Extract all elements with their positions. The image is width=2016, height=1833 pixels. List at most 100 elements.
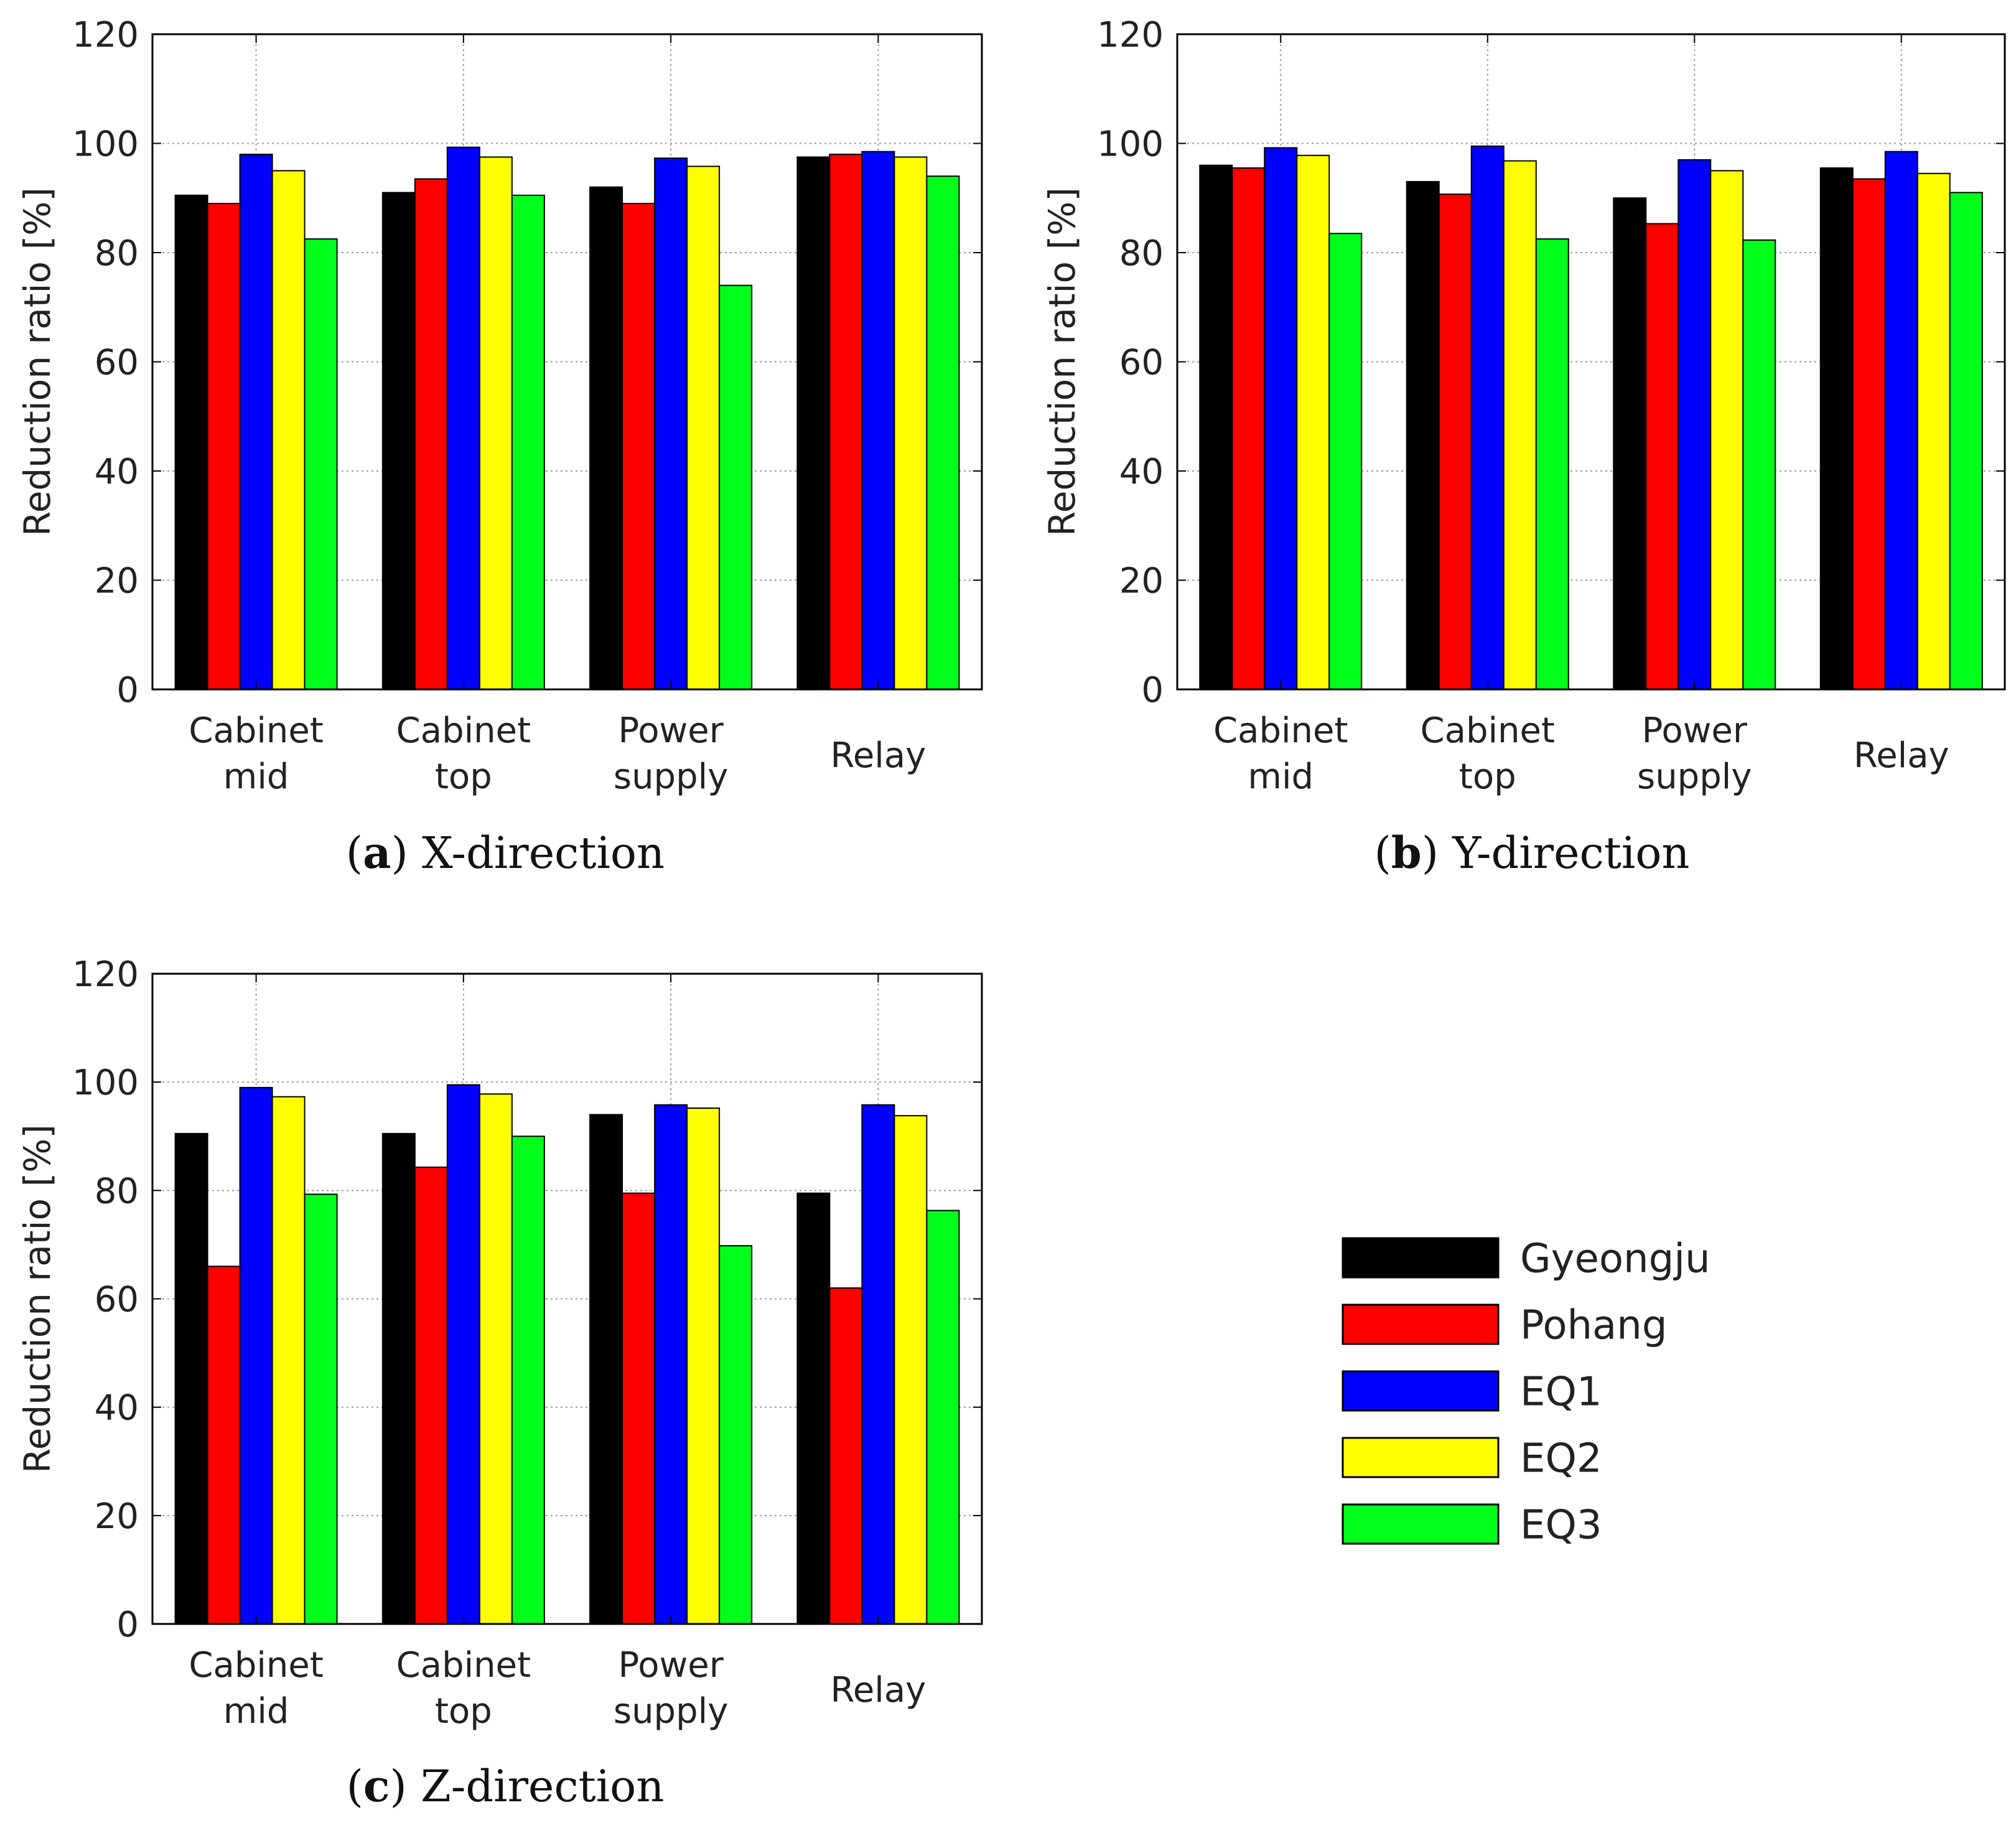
y-tick-label: 100 xyxy=(72,1063,139,1103)
x-tick-label: Relay xyxy=(1854,735,1949,776)
x-tick-label: Power supply xyxy=(614,711,728,797)
y-tick-label: 60 xyxy=(95,1280,139,1320)
legend-swatch-gyeongju xyxy=(1342,1237,1500,1279)
bar-eq3-4 xyxy=(1949,192,1983,691)
legend-label-pohang: Pohang xyxy=(1520,1303,1667,1349)
bar-eq1-2 xyxy=(446,1084,480,1625)
bar-pohang-3 xyxy=(622,1192,656,1625)
bar-pohang-4 xyxy=(829,1287,863,1625)
legend-label-eq1: EQ1 xyxy=(1520,1369,1602,1416)
y-tick-label: 80 xyxy=(95,233,139,274)
y-tick-label: 20 xyxy=(95,1496,139,1537)
bar-eq3-2 xyxy=(1535,238,1569,690)
bar-eq3-4 xyxy=(926,1210,960,1625)
x-tick-label: Cabinet mid xyxy=(189,1645,323,1732)
bar-eq2-4 xyxy=(894,156,928,690)
bar-eq3-1 xyxy=(304,238,338,690)
y-tick-label: 80 xyxy=(1119,233,1164,274)
legend-swatch-pohang xyxy=(1342,1304,1500,1345)
bar-eq1-4 xyxy=(861,151,895,691)
legend-swatch-eq3 xyxy=(1342,1503,1500,1545)
x-tick-label: Power supply xyxy=(614,1645,728,1732)
bar-eq2-1 xyxy=(271,170,306,690)
bar-eq1-2 xyxy=(446,146,480,690)
bar-eq2-3 xyxy=(686,1107,721,1625)
bar-pohang-2 xyxy=(414,1166,448,1625)
y-tick-label: 20 xyxy=(1119,561,1164,602)
y-tick-label: 100 xyxy=(72,124,139,165)
bar-gyeongju-4 xyxy=(1819,167,1854,690)
bar-eq2-1 xyxy=(271,1096,306,1625)
bar-eq1-1 xyxy=(239,154,273,691)
legend: Gyeongju Pohang EQ1 EQ2 EQ3 xyxy=(1342,1236,1710,1549)
bar-eq3-2 xyxy=(511,1136,545,1625)
bar-eq2-2 xyxy=(478,1093,513,1625)
bar-eq1-4 xyxy=(861,1104,895,1625)
bar-eq3-1 xyxy=(304,1193,338,1625)
bar-eq3-4 xyxy=(926,175,960,690)
bar-gyeongju-4 xyxy=(796,1192,831,1625)
y-tick-label: 120 xyxy=(72,15,139,55)
x-tick-label: Cabinet top xyxy=(1421,711,1555,797)
legend-label-eq3: EQ3 xyxy=(1520,1503,1602,1549)
y-axis-title: Reduction ratio [%] xyxy=(1041,187,1083,536)
bar-eq3-1 xyxy=(1328,233,1363,691)
bar-eq2-3 xyxy=(686,166,721,691)
bar-gyeongju-1 xyxy=(174,194,208,690)
x-tick-label: Cabinet top xyxy=(396,711,531,797)
x-tick-label: Relay xyxy=(830,735,926,776)
y-tick-label: 0 xyxy=(116,670,139,711)
y-tick-label: 40 xyxy=(95,452,139,492)
bar-gyeongju-3 xyxy=(589,186,623,690)
bar-gyeongju-3 xyxy=(589,1114,623,1625)
legend-label-eq2: EQ2 xyxy=(1520,1436,1602,1482)
x-tick-label: Relay xyxy=(830,1670,926,1710)
bar-pohang-1 xyxy=(207,1266,241,1625)
bar-pohang-3 xyxy=(1645,223,1679,690)
bar-pohang-1 xyxy=(207,203,241,690)
bar-pohang-4 xyxy=(1852,178,1886,691)
panel-caption: (a) X-direction xyxy=(346,827,665,879)
bar-pohang-1 xyxy=(1231,167,1266,690)
panel-y-direction: 0 20 40 60 80 100 120 Cabinet mid Cabinet top Power… xyxy=(1041,15,2006,879)
bar-eq3-3 xyxy=(719,284,753,690)
y-tick-label: 40 xyxy=(1119,452,1164,492)
bar-eq1-3 xyxy=(1678,159,1712,690)
y-axis-title: Reduction ratio [%] xyxy=(16,187,58,536)
panel-x-direction: 0 20 40 60 80 100 120 Cabinet mid Cabinet top Power… xyxy=(16,15,983,879)
legend-swatch-eq1 xyxy=(1342,1370,1500,1412)
bar-gyeongju-1 xyxy=(174,1132,208,1625)
y-tick-label: 120 xyxy=(1097,15,1164,55)
bar-eq3-3 xyxy=(1742,239,1776,690)
y-tick-label: 80 xyxy=(95,1171,139,1211)
bar-gyeongju-1 xyxy=(1199,164,1233,691)
bar-gyeongju-3 xyxy=(1613,197,1647,690)
bar-eq2-2 xyxy=(478,156,513,690)
bar-gyeongju-2 xyxy=(1406,180,1440,690)
x-tick-label: Cabinet mid xyxy=(189,711,323,797)
bar-eq1-1 xyxy=(239,1086,273,1625)
panel-caption: (c) Z-direction xyxy=(347,1760,665,1812)
bar-gyeongju-4 xyxy=(796,156,831,690)
bar-pohang-2 xyxy=(1438,194,1472,691)
y-tick-label: 20 xyxy=(95,561,139,602)
bar-pohang-3 xyxy=(622,203,656,690)
bar-eq1-3 xyxy=(654,157,688,690)
bar-eq1-3 xyxy=(654,1104,688,1625)
bar-eq3-2 xyxy=(511,194,545,690)
bar-gyeongju-2 xyxy=(381,192,416,691)
bar-eq1-1 xyxy=(1264,147,1298,690)
legend-swatch-eq2 xyxy=(1342,1437,1500,1478)
y-tick-label: 60 xyxy=(95,343,139,383)
y-axis-title: Reduction ratio [%] xyxy=(16,1124,58,1473)
bar-eq3-3 xyxy=(719,1245,753,1625)
y-tick-label: 40 xyxy=(95,1388,139,1429)
bar-eq2-3 xyxy=(1710,170,1744,690)
y-tick-label: 60 xyxy=(1119,343,1164,383)
panel-z-direction: 0 20 40 60 80 100 120 Cabinet mid Cabinet top Power… xyxy=(16,954,983,1812)
x-tick-label: Power supply xyxy=(1637,711,1752,797)
bar-eq2-1 xyxy=(1296,154,1330,690)
y-tick-label: 120 xyxy=(72,954,139,995)
x-tick-label: Cabinet mid xyxy=(1213,711,1348,797)
panel-caption: (b) Y-direction xyxy=(1374,827,1689,879)
